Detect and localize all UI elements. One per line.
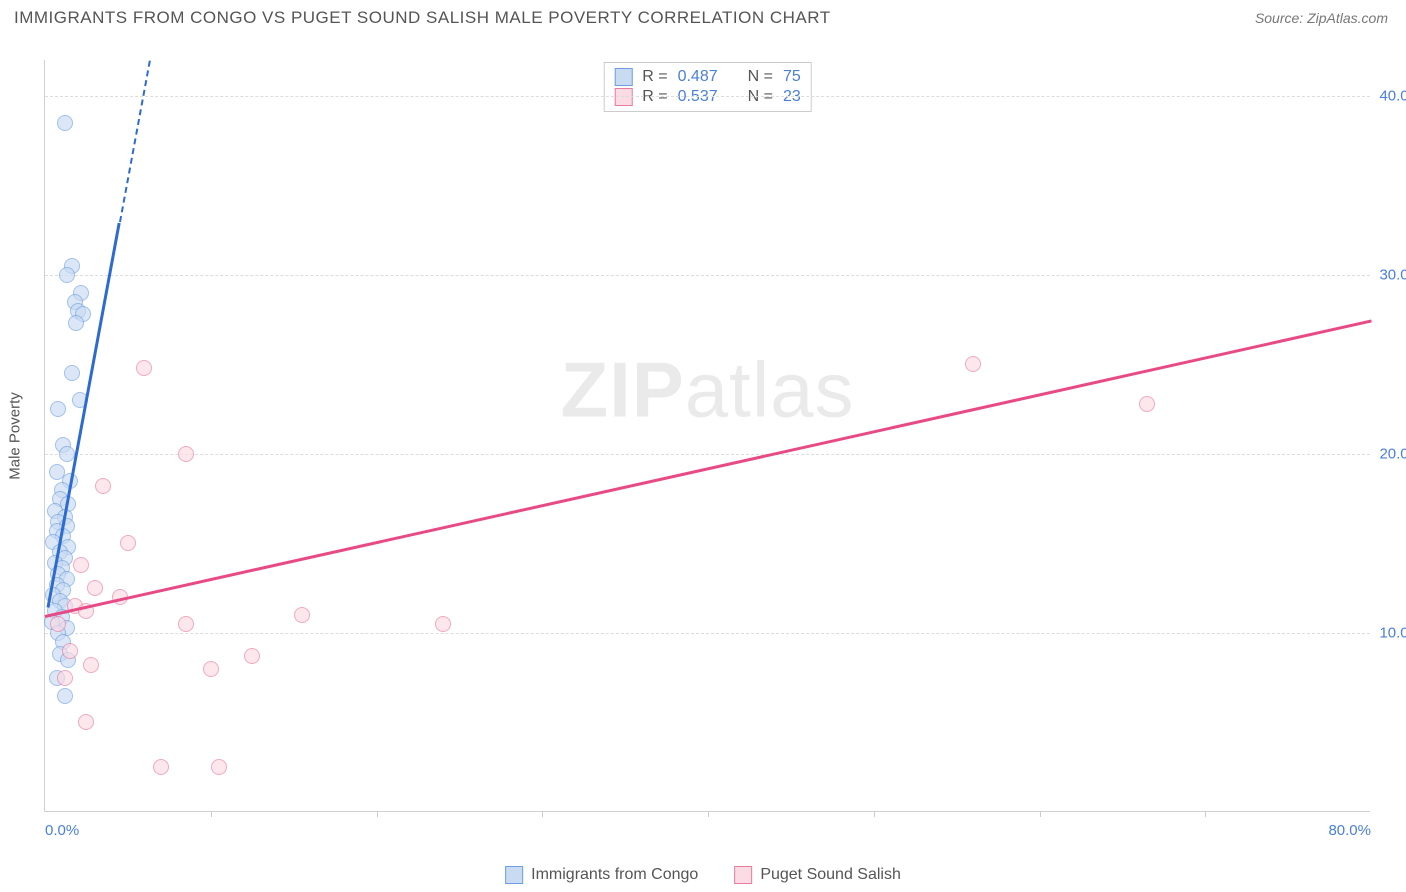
scatter-point [965,356,981,372]
x-tick [1040,811,1041,817]
scatter-point [57,688,73,704]
stats-legend-row: R = 0.487 N = 75 [614,67,801,87]
legend-item: Puget Sound Salish [734,866,901,884]
x-tick [1205,811,1206,817]
scatter-point [68,315,84,331]
stats-n-label: N = [748,68,773,86]
legend-swatch [614,88,632,106]
scatter-point [83,657,99,673]
scatter-point [178,446,194,462]
scatter-point [73,557,89,573]
scatter-point [1139,396,1155,412]
x-tick-label-min: 0.0% [45,822,79,839]
x-tick [377,811,378,817]
watermark: ZIPatlas [560,345,854,436]
gridline-h [45,633,1370,634]
stats-legend: R = 0.487 N = 75 R = 0.537 N = 23 [603,62,812,112]
x-tick [874,811,875,817]
chart-container: ZIPatlas Male Poverty R = 0.487N = 75R =… [44,60,1370,812]
stats-r-label: R = [642,68,667,86]
stats-r-value: 0.487 [678,68,718,86]
scatter-point [153,759,169,775]
legend-swatch [734,866,752,884]
plot-area: ZIPatlas Male Poverty R = 0.487N = 75R =… [44,60,1370,812]
x-tick-label-max: 80.0% [1328,822,1371,839]
legend-swatch [505,866,523,884]
scatter-point [87,580,103,596]
scatter-point [211,759,227,775]
chart-title: IMMIGRANTS FROM CONGO VS PUGET SOUND SAL… [14,8,831,28]
stats-n-label: N = [748,88,773,106]
scatter-point [50,616,66,632]
trendline [119,61,151,223]
scatter-point [62,643,78,659]
trendline [45,320,1372,618]
source-attribution: Source: ZipAtlas.com [1255,10,1388,26]
scatter-point [136,360,152,376]
scatter-point [50,401,66,417]
x-tick [708,811,709,817]
scatter-point [57,670,73,686]
scatter-point [57,115,73,131]
scatter-point [178,616,194,632]
legend-label: Puget Sound Salish [760,866,901,884]
scatter-point [244,648,260,664]
scatter-point [203,661,219,677]
y-axis-title: Male Poverty [7,392,24,480]
header: IMMIGRANTS FROM CONGO VS PUGET SOUND SAL… [0,0,1406,32]
legend-swatch [614,68,632,86]
bottom-legend: Immigrants from Congo Puget Sound Salish [505,866,901,884]
legend-label: Immigrants from Congo [531,866,698,884]
y-tick-label: 10.0% [1379,624,1406,641]
legend-item: Immigrants from Congo [505,866,698,884]
x-tick [211,811,212,817]
stats-r-label: R = [642,88,667,106]
scatter-point [78,714,94,730]
y-tick-label: 30.0% [1379,266,1406,283]
scatter-point [59,446,75,462]
scatter-point [95,478,111,494]
scatter-point [120,535,136,551]
stats-n-value: 23 [783,88,801,106]
stats-r-value: 0.537 [678,88,718,106]
y-tick-label: 20.0% [1379,445,1406,462]
stats-n-value: 75 [783,68,801,86]
scatter-point [435,616,451,632]
x-tick [542,811,543,817]
y-tick-label: 40.0% [1379,87,1406,104]
scatter-point [59,267,75,283]
gridline-h [45,275,1370,276]
scatter-point [64,365,80,381]
scatter-point [294,607,310,623]
gridline-h [45,454,1370,455]
stats-legend-row: R = 0.537 N = 23 [614,87,801,107]
gridline-h [45,96,1370,97]
